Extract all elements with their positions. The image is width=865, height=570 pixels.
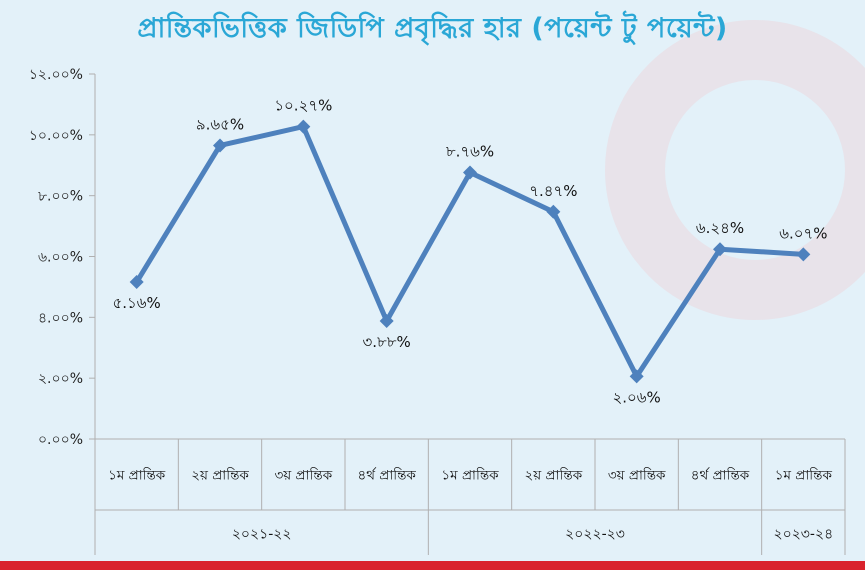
x-category-label: ১ম প্রান্তিক [775, 467, 833, 484]
data-label: ৯.৬৫% [196, 115, 244, 133]
data-point-marker [796, 247, 811, 262]
x-category-label: ২য় প্রান্তিক [191, 467, 249, 484]
data-point-marker [629, 369, 644, 384]
x-group-label: ২০২২-২৩ [565, 527, 625, 543]
data-label: ৮.৭৬% [446, 143, 494, 161]
x-group-label: ২০২১-২২ [232, 527, 292, 543]
data-point-marker [546, 204, 561, 219]
y-tick-label: ২.০০% [38, 371, 83, 387]
data-label: ২.০৬% [613, 388, 661, 406]
x-category-label: ১ম প্রান্তিক [441, 467, 499, 484]
y-tick-label: ১০.০০% [29, 128, 83, 144]
data-label: ৬.২৪% [696, 219, 744, 237]
data-point-marker [379, 313, 394, 328]
data-label: ৩.৮৮% [363, 333, 411, 351]
x-category-label: ২য় প্রান্তিক [525, 467, 583, 484]
data-point-marker [213, 138, 227, 153]
data-point-marker [129, 275, 144, 290]
x-category-label: ৪র্থ প্রান্তিক [691, 467, 750, 484]
y-tick-label: ৬.০০% [38, 250, 83, 266]
x-category-label: ৪র্থ প্রান্তিক [357, 467, 416, 484]
data-label: ৭.৪৭% [529, 182, 577, 200]
data-point-marker [713, 242, 727, 257]
data-label: ১০.২৭% [274, 97, 332, 115]
y-tick-label: ৮.০০% [38, 189, 83, 205]
x-category-label: ১ম প্রান্তিক [108, 467, 166, 484]
y-tick-label: ৪.০০% [38, 310, 83, 326]
data-point-marker [463, 165, 477, 180]
data-label: ৬.০৭% [779, 224, 827, 242]
data-label: ৫.১৬% [113, 294, 161, 312]
x-category-label: ৩য় প্রান্তিক [608, 467, 666, 484]
x-group-label: ২০২৩-২৪ [774, 527, 834, 543]
data-point-marker [296, 119, 311, 134]
y-tick-label: ১২.০০% [29, 67, 83, 83]
bottom-accent-bar [0, 561, 865, 570]
series-line [134, 124, 804, 379]
chart-title: প্রান্তিকভিত্তিক জিডিপি প্রবৃদ্ধির হার (… [137, 13, 728, 44]
y-tick-label: ০.০০% [38, 432, 83, 448]
x-category-label: ৩য় প্রান্তিক [275, 467, 333, 484]
